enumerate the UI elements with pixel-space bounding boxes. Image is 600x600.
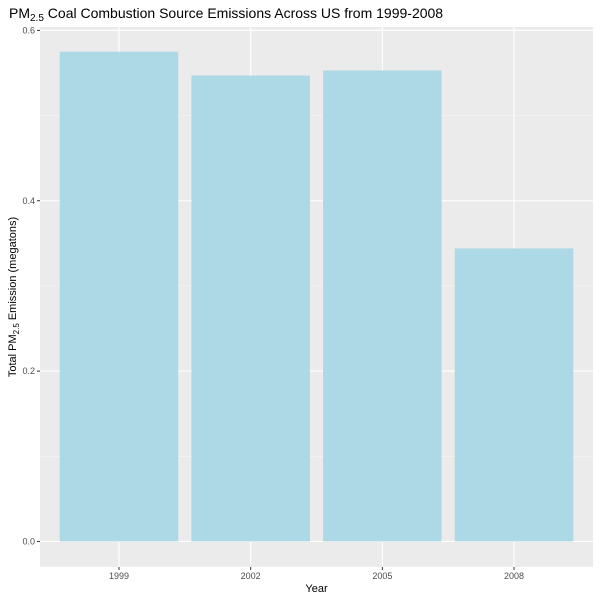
x-tick-label: 2005 — [372, 571, 392, 581]
y-axis-title-subscript: 2.5 — [12, 323, 21, 335]
x-tick-label: 2002 — [241, 571, 261, 581]
bar — [191, 75, 310, 542]
y-tick-label: 0.4 — [22, 196, 35, 206]
chart-title-prefix: PM — [9, 5, 30, 21]
x-axis: 1999 2002 2005 2008 — [109, 567, 524, 581]
y-tick-label: 0.0 — [22, 536, 35, 546]
chart-title-subscript: 2.5 — [30, 13, 44, 24]
y-axis: 0.0 0.2 0.4 0.6 — [22, 25, 40, 546]
chart-title-suffix: Coal Combustion Source Emissions Across … — [44, 5, 443, 21]
x-tick-label: 1999 — [109, 571, 129, 581]
bar — [59, 51, 179, 542]
bar — [454, 248, 574, 542]
x-axis-title: Year — [305, 583, 328, 595]
y-axis-title-prefix: Total PM — [7, 334, 19, 377]
y-axis-title-suffix: Emission (megatons) — [7, 217, 19, 323]
y-tick-label: 0.6 — [22, 25, 35, 35]
y-tick-label: 0.2 — [22, 366, 35, 376]
x-tick-label: 2008 — [504, 571, 524, 581]
bars — [59, 51, 574, 542]
bar — [323, 70, 442, 542]
y-axis-title: Total PM2.5 Emission (megatons) — [7, 217, 21, 377]
chart-title: PM2.5 Coal Combustion Source Emissions A… — [9, 5, 443, 24]
